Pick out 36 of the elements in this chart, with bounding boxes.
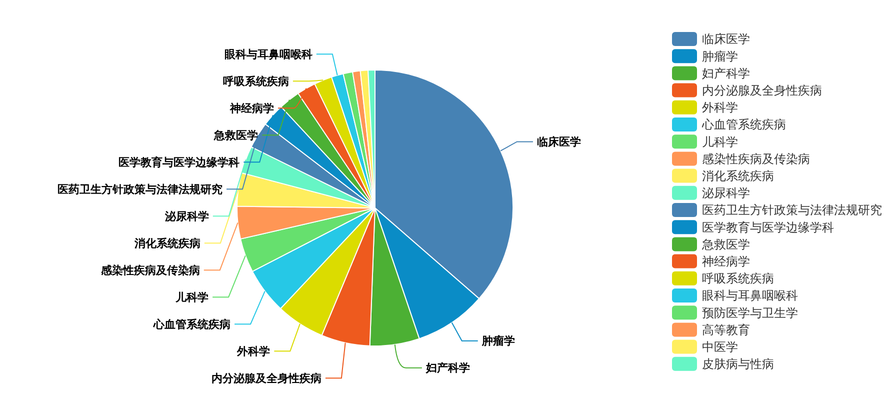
legend-label: 预防医学与卫生学 bbox=[702, 306, 798, 320]
slice-label: 儿科学 bbox=[174, 290, 209, 304]
legend-label: 呼吸系统疾病 bbox=[702, 272, 774, 286]
legend-label: 皮肤病与性病 bbox=[702, 357, 774, 372]
legend-label: 外科学 bbox=[702, 100, 738, 115]
slice-label: 消化系统疾病 bbox=[133, 236, 200, 250]
legend-label: 妇产科学 bbox=[702, 66, 750, 80]
slice-label: 医学教育与医学边缘学科 bbox=[118, 156, 240, 169]
slice-label: 临床医学 bbox=[536, 136, 581, 149]
slice-label: 呼吸系统疾病 bbox=[222, 74, 289, 88]
slice-label: 感染性疾病及传染病 bbox=[100, 264, 200, 277]
legend-label: 肿瘤学 bbox=[702, 49, 738, 64]
legend-label: 医学教育与医学边缘学科 bbox=[702, 220, 834, 234]
legend-label: 消化系统疾病 bbox=[702, 169, 774, 183]
slice-label: 妇产科学 bbox=[424, 362, 470, 375]
slice-label: 肿瘤学 bbox=[480, 334, 515, 348]
legend-label: 临床医学 bbox=[702, 32, 750, 46]
legend-label: 心血管系统疾病 bbox=[701, 118, 786, 132]
category-label: 急救医学 bbox=[214, 128, 258, 142]
legend-label: 内分泌腺及全身性疾病 bbox=[702, 84, 822, 98]
slice-label: 内分泌腺及全身性疾病 bbox=[211, 372, 322, 385]
legend-label: 神经病学 bbox=[702, 254, 750, 268]
legend-label: 医药卫生方针政策与法律法规研究 bbox=[702, 203, 882, 218]
slice-label: 泌尿科学 bbox=[164, 210, 209, 223]
slice-label: 外科学 bbox=[236, 344, 270, 358]
slice-label: 神经病学 bbox=[228, 102, 274, 115]
slice-label: 眼科与耳鼻咽喉科 bbox=[224, 48, 312, 61]
legend-label: 急救医学 bbox=[701, 237, 750, 252]
legend-label: 感染性疾病及传染病 bbox=[702, 152, 810, 166]
legend-label: 中医学 bbox=[702, 340, 738, 354]
slice-label: 医药卫生方针政策与法律法规研究 bbox=[58, 182, 223, 196]
slice-label: 心血管系统疾病 bbox=[152, 318, 231, 331]
legend-label: 高等教育 bbox=[702, 322, 750, 337]
legend-label: 眼科与耳鼻咽喉科 bbox=[702, 288, 798, 303]
legend-label: 儿科学 bbox=[702, 134, 738, 149]
legend-label: 泌尿科学 bbox=[702, 186, 750, 200]
